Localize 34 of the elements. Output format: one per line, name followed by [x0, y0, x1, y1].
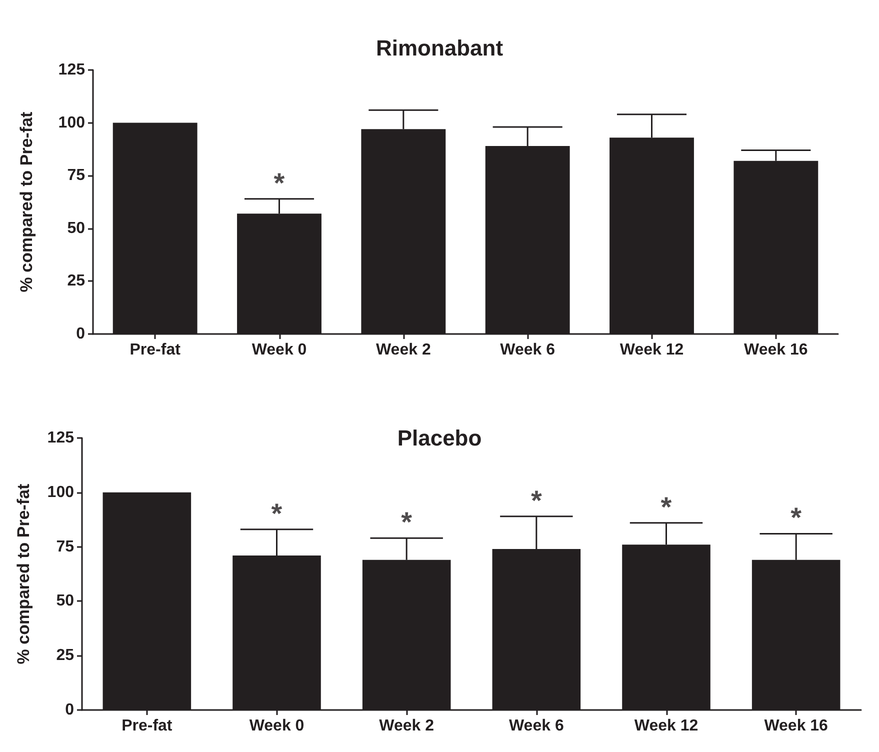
- x-tick-label: Week 0: [249, 718, 304, 734]
- y-tick-label: 50: [56, 592, 74, 610]
- y-tick-label: 75: [67, 167, 86, 184]
- x-tick-label: Week 6: [500, 342, 556, 358]
- x-tick-label: Pre-fat: [130, 342, 182, 358]
- y-tick-label: 75: [56, 538, 74, 556]
- x-tick-label: Pre-fat: [122, 718, 173, 734]
- x-tick-label: Week 2: [376, 342, 431, 358]
- y-tick-label: 125: [58, 62, 86, 78]
- y-tick-label: 100: [58, 114, 86, 132]
- x-tick-label: Week 12: [620, 342, 684, 358]
- y-tick-label: 0: [65, 702, 74, 718]
- y-tick-label: 25: [56, 647, 74, 664]
- annotation: *: [790, 502, 802, 534]
- annotation: *: [271, 498, 282, 529]
- annotation: *: [274, 167, 285, 198]
- x-tick-label: Week 12: [634, 718, 698, 734]
- y-tick-label: 100: [47, 484, 74, 501]
- annotation: *: [660, 491, 672, 522]
- y-tick-label: 50: [67, 220, 86, 237]
- chart-title: Rimonabant: [376, 36, 504, 60]
- y-tick-label: 125: [47, 430, 74, 446]
- y-tick-label: 0: [76, 326, 86, 342]
- x-tick-label: Week 16: [744, 342, 808, 358]
- x-tick-label: Week 0: [252, 342, 307, 358]
- annotation: *: [401, 506, 412, 538]
- x-tick-label: Week 16: [764, 718, 828, 734]
- x-tick-label: Week 2: [379, 718, 434, 734]
- y-axis-title: % compared to Pre-fat: [14, 483, 33, 664]
- y-axis-title: % compared to Pre-fat: [17, 111, 36, 292]
- x-tick-label: Week 6: [508, 718, 564, 734]
- annotation: *: [530, 484, 542, 516]
- y-tick-label: 25: [67, 272, 86, 290]
- chart-title: Placebo: [397, 426, 482, 450]
